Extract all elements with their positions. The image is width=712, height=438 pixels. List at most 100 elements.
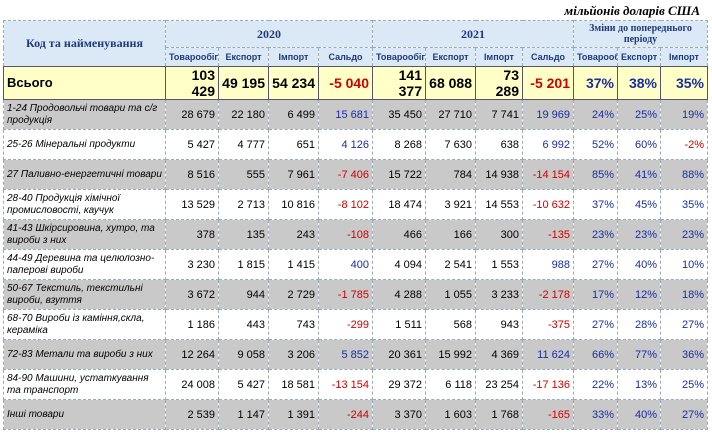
- cell: 5 427: [218, 369, 269, 400]
- cell: 15 722: [372, 159, 426, 190]
- cell: 135: [218, 219, 269, 250]
- cell: 4 288: [372, 279, 426, 310]
- cell: -7 406: [318, 159, 373, 190]
- table-row: 50-67 Текстиль, текстильні вироби, взутт…: [3, 279, 708, 310]
- cell: 5 852: [318, 339, 373, 370]
- cell: 1 768: [475, 399, 523, 430]
- cell: 9 058: [218, 339, 269, 370]
- cell: 10%: [660, 249, 708, 280]
- cell: -244: [318, 399, 373, 430]
- cell: 13%: [617, 369, 661, 400]
- cell: 6 118: [425, 369, 476, 400]
- table-row: 1-24 Продовольчі товари та с/г продукція…: [3, 99, 708, 130]
- cell: 944: [218, 279, 269, 310]
- cell: 4 369: [475, 339, 523, 370]
- cell: 24 008: [165, 369, 219, 400]
- row-name: 44-49 Деревина та целюлозно-паперові вир…: [3, 249, 166, 280]
- table-row: Всього 103 429 49 195 54 234 -5 040 141 377 68…: [3, 66, 708, 100]
- cell: 36%: [660, 339, 708, 370]
- cell: 66%: [573, 339, 618, 370]
- cell: 25%: [617, 99, 661, 130]
- row-name: 1-24 Продовольчі товари та с/г продукція: [3, 99, 166, 130]
- cell: 8 268: [372, 129, 426, 160]
- code-name-header: Код та найменування: [3, 20, 166, 67]
- column-header: Імпорт: [475, 47, 523, 67]
- header-row: Код та найменування 2020 2021 Зміни до поп…: [3, 20, 708, 67]
- cell: 11 624: [522, 339, 574, 370]
- column-header: Експорт: [425, 47, 476, 67]
- cell: -2 178: [522, 279, 574, 310]
- cell: 2 541: [425, 249, 476, 280]
- cell: -10 632: [522, 189, 574, 220]
- table-row: 84-90 Машини, устаткування та транспорт 2…: [3, 369, 708, 400]
- cell: 14 938: [475, 159, 523, 190]
- column-header: Товарообіг: [573, 47, 618, 67]
- cell: 68 088: [425, 66, 476, 100]
- table-row: 28-40 Продукція хімічної промисловості, …: [3, 189, 708, 220]
- cell: 41%: [617, 159, 661, 190]
- unit-note: мільйонів доларів США: [564, 3, 700, 18]
- changes-header: Зміни до попереднього періоду: [573, 20, 708, 48]
- cell: 35%: [660, 66, 708, 100]
- cell: 4 777: [218, 129, 269, 160]
- cell: 7 630: [425, 129, 476, 160]
- cell: 33%: [573, 399, 618, 430]
- cell: 23%: [573, 219, 618, 250]
- cell: 378: [165, 219, 219, 250]
- cell: 45%: [617, 189, 661, 220]
- row-name: Інші товари: [3, 399, 166, 430]
- cell: 743: [268, 309, 319, 340]
- row-name: Всього: [3, 66, 166, 100]
- cell: 943: [475, 309, 523, 340]
- cell: -5 201: [522, 66, 574, 100]
- year-header: 2020: [165, 20, 373, 48]
- cell: -13 154: [318, 369, 373, 400]
- cell: -1 785: [318, 279, 373, 310]
- cell: -8 102: [318, 189, 373, 220]
- cell: 2 729: [268, 279, 319, 310]
- cell: 17%: [573, 279, 618, 310]
- table-row: 27 Паливно-енергетичні товари 8 516 555 7 9…: [3, 159, 708, 190]
- cell: 28 679: [165, 99, 219, 130]
- cell: 6 499: [268, 99, 319, 130]
- cell: -299: [318, 309, 373, 340]
- column-header: Імпорт: [268, 47, 319, 67]
- cell: 466: [372, 219, 426, 250]
- cell: 555: [218, 159, 269, 190]
- row-name: 25-26 Мінеральні продукти: [3, 129, 166, 160]
- cell: 22 180: [218, 99, 269, 130]
- cell: 88%: [660, 159, 708, 190]
- row-name: 68-70 Вироби із каміння,скла, кераміка: [3, 309, 166, 340]
- table-head: Код та найменування 2020 2021 Зміни до поп…: [3, 20, 708, 67]
- cell: 300: [475, 219, 523, 250]
- cell: 2 713: [218, 189, 269, 220]
- row-name: 50-67 Текстиль, текстильні вироби, взутт…: [3, 279, 166, 310]
- cell: 28%: [617, 309, 661, 340]
- cell: -14 154: [522, 159, 574, 190]
- cell: 18 474: [372, 189, 426, 220]
- year-header: 2021: [372, 20, 574, 48]
- row-name: 72-83 Метали та вироби з них: [3, 339, 166, 370]
- column-header: Сальдо: [318, 47, 373, 67]
- cell: 52%: [573, 129, 618, 160]
- cell: 22%: [573, 369, 618, 400]
- cell: 3 672: [165, 279, 219, 310]
- cell: 73 289: [475, 66, 523, 100]
- cell: 27%: [660, 309, 708, 340]
- cell: 568: [425, 309, 476, 340]
- table-row: 72-83 Метали та вироби з них 12 264 9 058 3…: [3, 339, 708, 370]
- cell: 1 603: [425, 399, 476, 430]
- cell: -375: [522, 309, 574, 340]
- cell: 40%: [617, 249, 661, 280]
- cell: 4 126: [318, 129, 373, 160]
- cell: 3 370: [372, 399, 426, 430]
- cell: 2 539: [165, 399, 219, 430]
- cell: 35%: [660, 189, 708, 220]
- cell: 38%: [617, 66, 661, 100]
- column-header: Експорт: [617, 47, 661, 67]
- cell: 25%: [660, 369, 708, 400]
- cell: 37%: [573, 66, 618, 100]
- cell: 1 055: [425, 279, 476, 310]
- cell: 27%: [660, 399, 708, 430]
